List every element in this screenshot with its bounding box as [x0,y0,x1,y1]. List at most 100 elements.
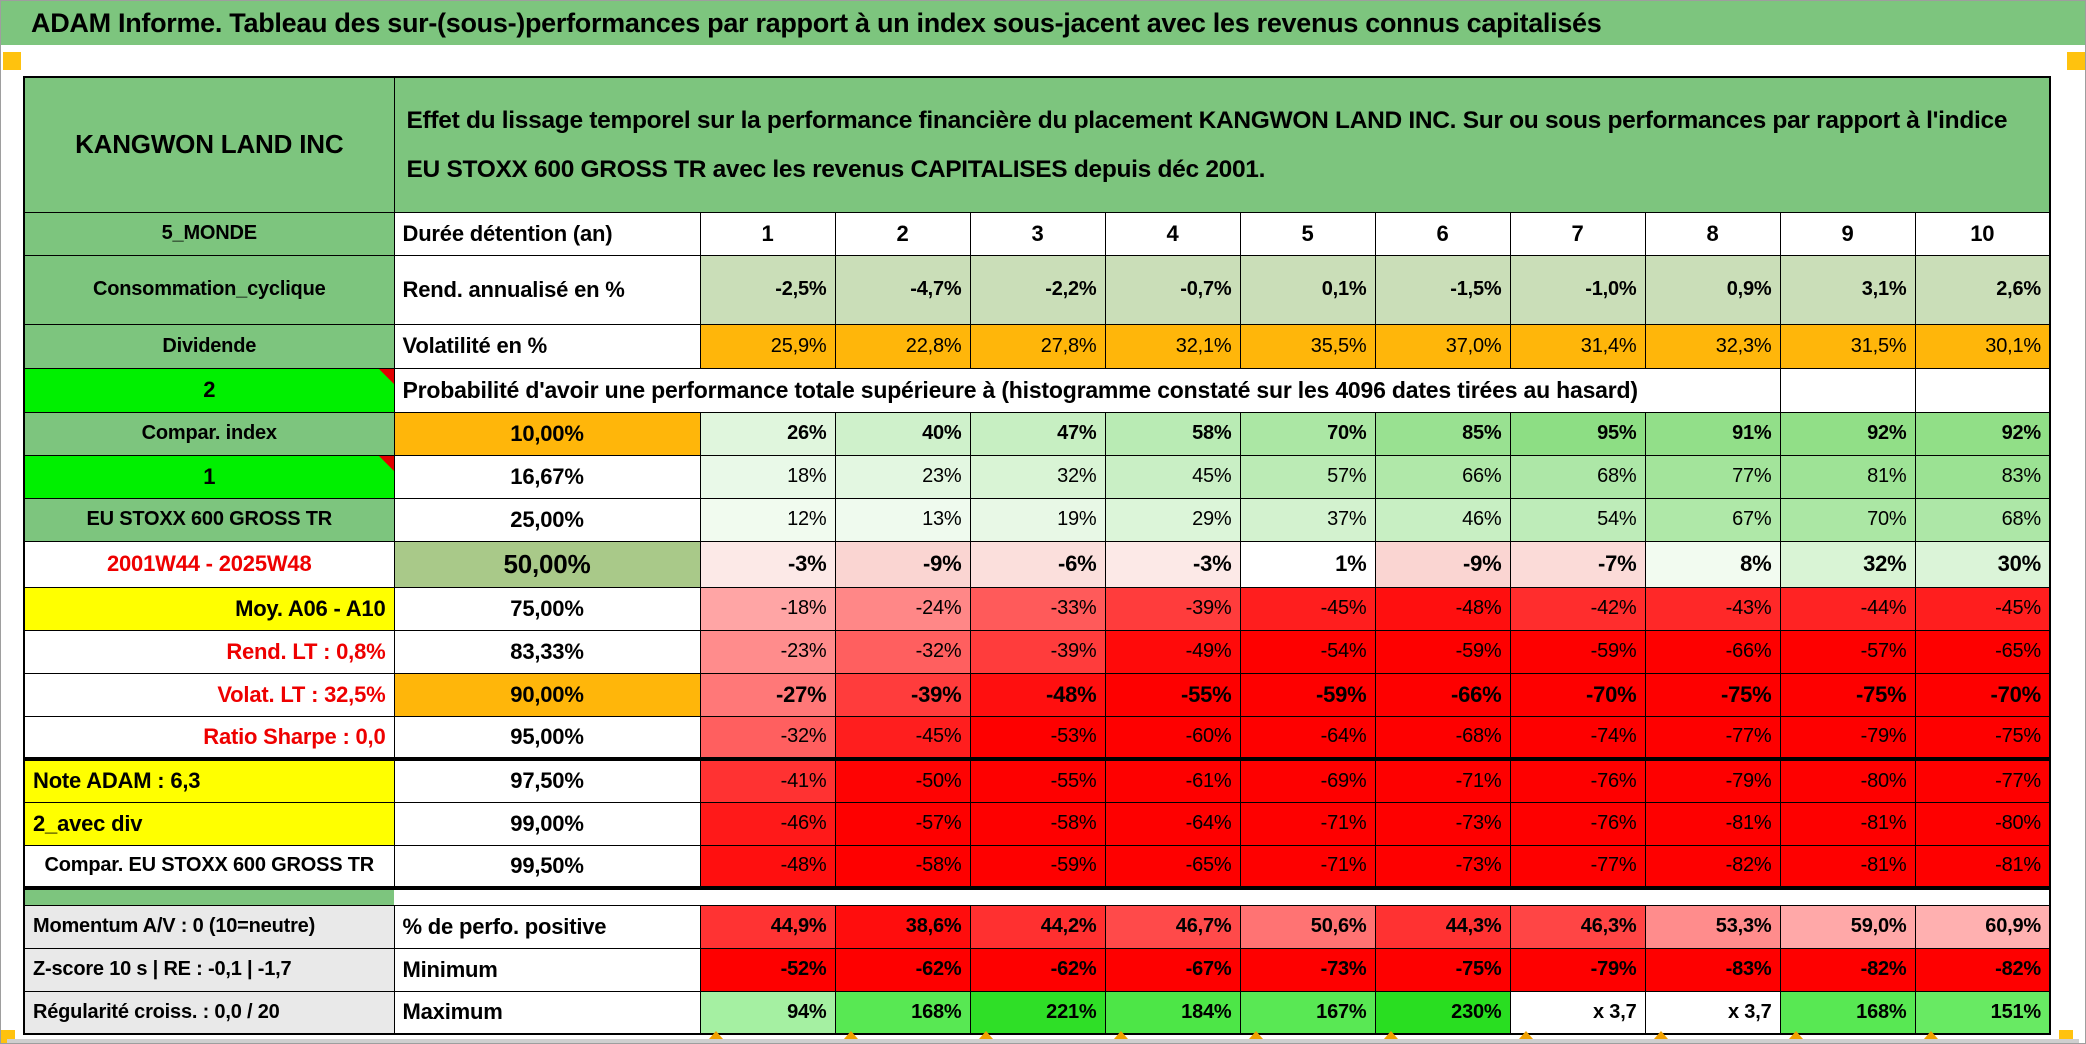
data-cell[interactable]: -60% [1104,715,1241,761]
data-cell[interactable]: -3% [699,540,836,588]
data-cell[interactable]: 7 [1509,211,1646,256]
row-label[interactable]: 1 [23,454,395,499]
threshold-label[interactable]: 90,00% [393,672,701,717]
data-cell[interactable]: -70% [1914,672,2051,717]
data-cell[interactable]: -83% [1644,947,1781,992]
data-cell[interactable]: -73% [1239,947,1376,992]
data-cell[interactable]: -76% [1509,801,1646,846]
data-cell[interactable]: -68% [1374,715,1511,761]
data-cell[interactable]: 60,9% [1914,904,2051,949]
data-cell[interactable]: -7% [1509,540,1646,588]
data-cell[interactable]: 59,0% [1779,904,1916,949]
data-cell[interactable]: -66% [1374,672,1511,717]
data-cell[interactable]: 26% [699,411,836,456]
threshold-label[interactable]: 75,00% [393,586,701,631]
data-cell[interactable]: -48% [969,672,1106,717]
data-cell[interactable]: 54% [1509,497,1646,542]
data-cell[interactable]: -58% [834,844,971,890]
row-label[interactable]: Note ADAM : 6,3 [23,758,395,803]
row-label[interactable]: EU STOXX 600 GROSS TR [23,497,395,542]
data-cell[interactable]: 6 [1374,211,1511,256]
data-cell[interactable]: -58% [969,801,1106,846]
data-cell[interactable]: 70% [1239,411,1376,456]
data-cell[interactable]: 50,6% [1239,904,1376,949]
data-cell[interactable]: -57% [1779,629,1916,674]
data-cell[interactable]: 30% [1914,540,2051,588]
data-cell[interactable]: 31,4% [1509,323,1646,369]
data-cell[interactable]: -50% [834,758,971,803]
row-label[interactable]: 2 [23,367,395,413]
data-cell[interactable]: 92% [1914,411,2051,456]
data-cell[interactable]: -33% [969,586,1106,631]
data-cell[interactable]: 8% [1644,540,1781,588]
data-cell[interactable]: -71% [1374,758,1511,803]
data-cell[interactable]: -9% [1374,540,1511,588]
data-cell[interactable]: 230% [1374,990,1511,1035]
data-cell[interactable]: -79% [1644,758,1781,803]
data-cell[interactable]: -39% [969,629,1106,674]
data-cell[interactable]: -4,7% [834,254,971,325]
data-cell[interactable]: -1,0% [1509,254,1646,325]
data-cell[interactable]: -64% [1239,715,1376,761]
row-label[interactable]: Dividende [23,323,395,369]
data-cell[interactable]: 0,9% [1644,254,1781,325]
data-cell[interactable]: 2,6% [1914,254,2051,325]
data-cell[interactable]: 8 [1644,211,1781,256]
data-cell[interactable] [1779,367,1916,413]
data-cell[interactable]: -67% [1104,947,1241,992]
threshold-label[interactable]: 16,67% [393,454,701,499]
data-cell[interactable]: -80% [1914,801,2051,846]
metric-label[interactable]: Rend. annualisé en % [393,254,701,325]
data-cell[interactable]: -81% [1644,801,1781,846]
data-cell[interactable]: -48% [1374,586,1511,631]
row-label[interactable]: Ratio Sharpe : 0,0 [23,715,395,761]
data-cell[interactable]: 83% [1914,454,2051,499]
data-cell[interactable]: -77% [1914,758,2051,803]
data-cell[interactable]: 68% [1509,454,1646,499]
data-cell[interactable]: 67% [1644,497,1781,542]
data-cell[interactable]: -48% [699,844,836,890]
data-cell[interactable]: -75% [1644,672,1781,717]
threshold-label[interactable]: 97,50% [393,758,701,803]
data-cell[interactable]: -71% [1239,844,1376,890]
data-cell[interactable]: 46,7% [1104,904,1241,949]
data-cell[interactable]: -44% [1779,586,1916,631]
data-cell[interactable]: -82% [1779,947,1916,992]
data-cell[interactable]: -77% [1644,715,1781,761]
data-cell[interactable]: -45% [834,715,971,761]
data-cell[interactable]: 168% [1779,990,1916,1035]
data-cell[interactable]: 37% [1239,497,1376,542]
row-label[interactable]: 2001W44 - 2025W48 [23,540,395,588]
row-label[interactable]: Momentum A/V : 0 (10=neutre) [23,904,395,949]
data-cell[interactable]: -45% [1914,586,2051,631]
data-cell[interactable]: -45% [1239,586,1376,631]
data-cell[interactable]: 3 [969,211,1106,256]
threshold-label[interactable]: 10,00% [393,411,701,456]
report-description[interactable]: Effet du lissage temporel sur la perform… [393,76,2051,213]
metric-label[interactable]: % de perfo. positive [393,904,701,949]
data-cell[interactable]: -75% [1374,947,1511,992]
data-cell[interactable]: -75% [1779,672,1916,717]
data-cell[interactable]: -39% [834,672,971,717]
data-cell[interactable]: 23% [834,454,971,499]
data-cell[interactable]: 85% [1374,411,1511,456]
data-cell[interactable]: -70% [1509,672,1646,717]
data-cell[interactable]: -81% [1914,844,2051,890]
data-cell[interactable]: 151% [1914,990,2051,1035]
data-cell[interactable]: 25,9% [699,323,836,369]
data-cell[interactable]: -64% [1104,801,1241,846]
data-cell[interactable]: -65% [1104,844,1241,890]
data-cell[interactable]: 19% [969,497,1106,542]
data-cell[interactable]: -59% [1509,629,1646,674]
data-cell[interactable]: 92% [1779,411,1916,456]
data-cell[interactable]: 184% [1104,990,1241,1035]
row-label[interactable]: Consommation_cyclique [23,254,395,325]
data-cell[interactable]: -75% [1914,715,2051,761]
data-cell[interactable]: 77% [1644,454,1781,499]
data-cell[interactable]: 168% [834,990,971,1035]
threshold-label[interactable]: 99,00% [393,801,701,846]
threshold-label[interactable]: 25,00% [393,497,701,542]
data-cell[interactable]: -61% [1104,758,1241,803]
data-cell[interactable]: 40% [834,411,971,456]
data-cell[interactable]: 68% [1914,497,2051,542]
